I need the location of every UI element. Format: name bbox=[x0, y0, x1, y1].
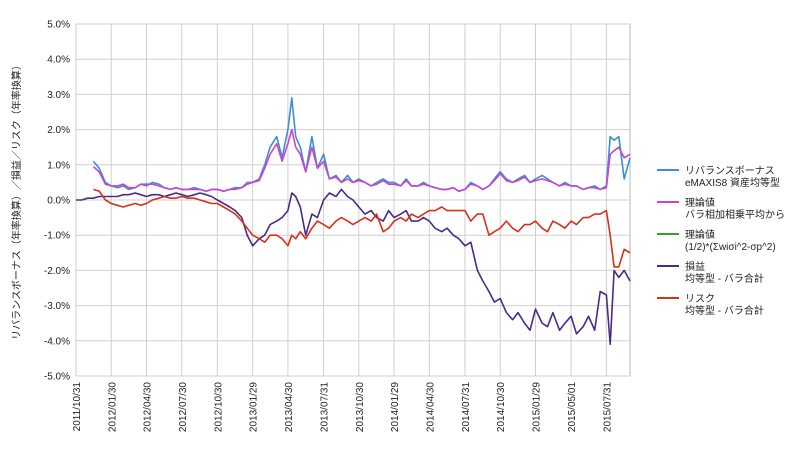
y-tick-label: -5.0% bbox=[44, 372, 70, 383]
y-axis-ticks: 5.0% 4.0% 3.0% 2.0% 1.0% 0.0% -1.0% -2.0% -3.0% -… bbox=[44, 20, 70, 383]
x-tick-label: 2015/01/29 bbox=[531, 382, 542, 432]
y-tick-label: 2.0% bbox=[47, 125, 70, 136]
x-tick-label: 2013/10/30 bbox=[355, 382, 366, 432]
x-tick-label: 2013/04/30 bbox=[284, 382, 295, 432]
y-tick-label: -4.0% bbox=[44, 336, 70, 347]
legend-label: リバランスボーナス bbox=[685, 165, 775, 177]
x-tick-label: 2014/10/30 bbox=[496, 382, 507, 432]
x-tick-label: 2011/10/31 bbox=[72, 382, 83, 432]
grid bbox=[75, 23, 631, 377]
x-tick-label: 2015/07/31 bbox=[602, 382, 613, 432]
legend-label: eMAXIS8 資産均等型 bbox=[685, 176, 780, 189]
series-line-2 bbox=[92, 128, 631, 192]
x-tick-label: 2012/07/30 bbox=[178, 382, 189, 432]
series-line-1 bbox=[92, 97, 631, 192]
legend-label: バラ相加相乗平均から bbox=[685, 208, 785, 221]
legend-label: 理論値 bbox=[685, 196, 715, 209]
legend-label: リスク bbox=[685, 293, 715, 305]
x-tick-label: 2014/07/31 bbox=[461, 382, 472, 432]
y-tick-label: 0.0% bbox=[47, 196, 70, 207]
legend-label: 均等型 - バラ合計 bbox=[685, 272, 764, 285]
x-tick-label: 2015/05/01 bbox=[567, 382, 578, 432]
y-axis-title: リバランスボーナス（年率換算）／損益／リスク（年率換算） bbox=[10, 60, 23, 340]
series-line-5 bbox=[93, 188, 631, 268]
legend-label: 損益 bbox=[685, 260, 705, 273]
y-tick-label: -2.0% bbox=[44, 266, 70, 277]
y-tick-label: -3.0% bbox=[44, 301, 70, 312]
legend-label: 均等型 - バラ合計 bbox=[685, 304, 764, 317]
y-tick-label: 4.0% bbox=[47, 55, 70, 66]
x-tick-label: 2012/04/30 bbox=[143, 382, 154, 432]
x-axis-ticks: 2011/10/31 2012/01/30 2012/04/30 2012/07/30… bbox=[72, 382, 613, 432]
series-line-4 bbox=[76, 188, 631, 346]
y-tick-label: -1.0% bbox=[44, 231, 70, 242]
series-lines bbox=[76, 97, 631, 346]
y-tick-label: 1.0% bbox=[47, 160, 70, 171]
x-tick-label: 2013/01/29 bbox=[249, 382, 260, 432]
y-tick-label: 3.0% bbox=[47, 90, 70, 101]
x-tick-label: 2012/10/30 bbox=[213, 382, 224, 432]
legend-label: (1/2)*(Σwiσi^2-σp^2) bbox=[685, 242, 776, 253]
y-tick-label: 5.0% bbox=[47, 20, 70, 31]
x-tick-label: 2014/01/29 bbox=[390, 382, 401, 432]
legend-label: 理論値 bbox=[685, 228, 715, 241]
x-tick-label: 2012/01/30 bbox=[107, 382, 118, 432]
x-tick-label: 2014/04/30 bbox=[425, 382, 436, 432]
x-tick-label: 2013/07/31 bbox=[320, 382, 331, 432]
